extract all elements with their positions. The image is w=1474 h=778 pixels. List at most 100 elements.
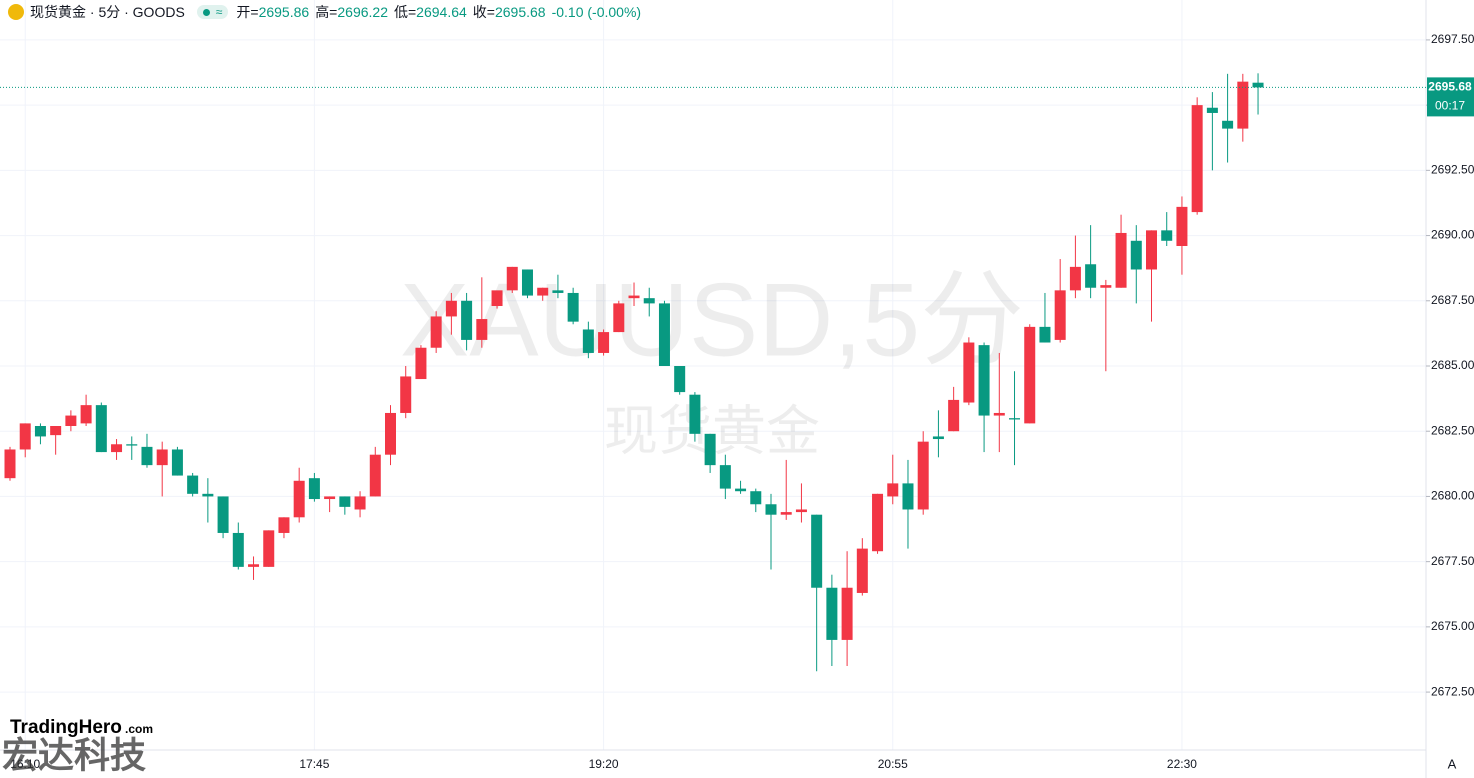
candle-body	[80, 405, 92, 424]
candle-body	[1069, 266, 1081, 291]
x-tick-label: 19:20	[589, 757, 619, 771]
symbol-title: 现货黄金 · 5分 · GOODS	[30, 4, 185, 20]
candle-body	[674, 366, 686, 393]
y-tick-label: 2692.50	[1431, 163, 1474, 177]
y-tick-label: 2680.00	[1431, 489, 1474, 503]
candle-body	[19, 423, 31, 450]
candle-body	[780, 512, 792, 515]
candle-body	[719, 465, 731, 489]
candle-body	[50, 426, 62, 436]
candle-body	[689, 394, 701, 434]
x-tick-label: 20:55	[878, 757, 908, 771]
candle-body	[476, 319, 488, 340]
candle-body	[658, 303, 670, 366]
candle-body	[278, 517, 290, 533]
candle-body	[1130, 240, 1142, 270]
candle-body	[293, 480, 305, 518]
candle-body	[826, 587, 838, 640]
candle-body	[872, 493, 884, 552]
candle-body	[628, 295, 640, 299]
candle-body	[1252, 82, 1264, 88]
scale-button[interactable]: A	[1448, 756, 1457, 771]
y-tick-label: 2685.00	[1431, 358, 1474, 372]
candle-body	[1115, 232, 1127, 288]
y-tick-label: 2690.00	[1431, 228, 1474, 242]
candle-body	[811, 514, 823, 588]
candle-body	[552, 290, 564, 293]
candle-body	[187, 475, 199, 494]
x-tick-label: 16:10	[10, 757, 40, 771]
ohlc-label: 高=	[315, 4, 338, 20]
candle-body	[491, 290, 503, 306]
candle-body	[750, 491, 762, 505]
change: -0.10 (-0.00%)	[551, 4, 642, 20]
candle-body	[582, 329, 594, 353]
candle-body	[1100, 285, 1112, 288]
watermark: XAUUSD,5分	[400, 262, 1024, 378]
candle-body	[1054, 290, 1066, 340]
candle-body	[704, 433, 716, 466]
company-name: 宏达科技	[2, 735, 146, 776]
candle-body	[948, 399, 960, 432]
candle-body	[856, 548, 868, 593]
last-price-box	[1427, 77, 1474, 117]
candle-body	[1039, 326, 1051, 343]
candle-body	[1176, 206, 1188, 246]
ohlc-value: 2696.22	[337, 4, 388, 20]
y-tick-label: 2675.00	[1431, 619, 1474, 633]
candle-body	[95, 405, 107, 453]
y-tick-label: 2697.50	[1431, 32, 1474, 46]
symbol-icon	[8, 4, 24, 20]
y-tick-label: 2677.50	[1431, 554, 1474, 568]
candle-body	[887, 483, 899, 497]
candle-body	[1222, 120, 1234, 129]
candle-body	[521, 269, 533, 296]
ohlc-label: 低=	[393, 4, 417, 20]
candle-body	[126, 444, 138, 446]
ohlc-value: 2694.64	[416, 4, 467, 20]
badge-text: ≈	[215, 5, 223, 19]
candle-body	[248, 564, 260, 567]
candle-body	[506, 266, 518, 291]
candle-body	[598, 332, 610, 353]
last-price-label: 2695.68	[1428, 80, 1472, 94]
candle-body	[324, 496, 336, 500]
candle-body	[34, 426, 46, 437]
candle-body	[156, 449, 168, 466]
candle-body	[1237, 81, 1249, 129]
candle-body	[963, 342, 975, 403]
x-tick-label: 22:30	[1167, 757, 1197, 771]
candle-body	[1085, 264, 1097, 288]
candle-body	[339, 496, 351, 507]
candle-body	[1024, 326, 1036, 424]
candle-body	[369, 454, 381, 497]
ohlc-value: 2695.68	[494, 4, 546, 20]
candle-body	[932, 436, 944, 440]
ohlc-value: 2695.86	[258, 4, 310, 20]
candle-body	[917, 441, 929, 510]
candle-body	[567, 292, 579, 322]
candle-body	[993, 412, 1005, 416]
candle-body	[1146, 230, 1157, 270]
candle-body	[1191, 105, 1203, 213]
candle-body	[263, 530, 275, 567]
candle-body	[1161, 230, 1173, 241]
y-tick-label: 2672.50	[1431, 684, 1474, 698]
candle-body	[141, 446, 153, 466]
legend-header: 现货黄金 · 5分 · GOODS ≈ 开= 2695.86 高= 2696.22 …	[8, 2, 647, 22]
status-badge[interactable]: ≈	[196, 5, 229, 19]
candle-body	[430, 316, 442, 348]
candle-body	[232, 532, 244, 567]
candle-body	[537, 287, 549, 296]
candle-body	[217, 496, 229, 533]
candle-body	[902, 483, 914, 510]
ohlc-label: 收=	[472, 4, 495, 20]
candle-body	[461, 300, 473, 340]
candle-body	[445, 300, 457, 317]
candle-body	[308, 478, 320, 500]
candle-body	[415, 347, 427, 380]
candle-body	[613, 303, 625, 333]
x-tick-label: 17:45	[299, 757, 329, 771]
